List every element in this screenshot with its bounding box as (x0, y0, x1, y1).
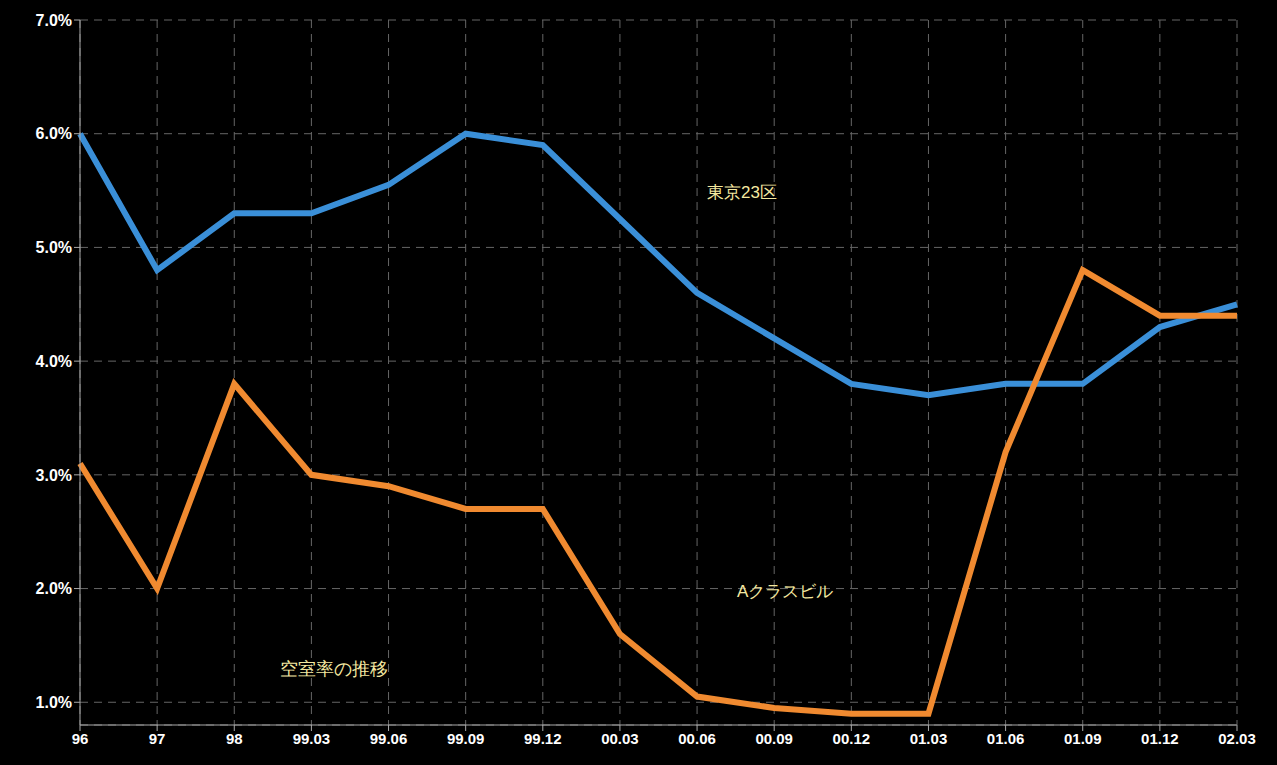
svg-text:99.03: 99.03 (293, 730, 331, 747)
svg-text:Aクラスビル: Aクラスビル (737, 582, 833, 601)
svg-text:4.0%: 4.0% (36, 353, 72, 370)
svg-text:00.06: 00.06 (678, 730, 716, 747)
svg-text:00.03: 00.03 (601, 730, 639, 747)
svg-text:00.09: 00.09 (755, 730, 793, 747)
svg-text:7.0%: 7.0% (36, 12, 72, 29)
svg-text:98: 98 (226, 730, 243, 747)
svg-text:01.06: 01.06 (987, 730, 1025, 747)
svg-text:01.09: 01.09 (1064, 730, 1102, 747)
svg-text:1.0%: 1.0% (36, 694, 72, 711)
svg-text:01.03: 01.03 (910, 730, 948, 747)
svg-text:2.0%: 2.0% (36, 580, 72, 597)
html-text:空室率の推移: 空室率の推移 (280, 658, 388, 679)
svg-text:99.06: 99.06 (370, 730, 408, 747)
svg-text:6.0%: 6.0% (36, 125, 72, 142)
svg-text:99.12: 99.12 (524, 730, 562, 747)
svg-text:3.0%: 3.0% (36, 467, 72, 484)
svg-text:東京23区: 東京23区 (707, 183, 777, 202)
svg-text:96: 96 (72, 730, 89, 747)
svg-text:5.0%: 5.0% (36, 239, 72, 256)
svg-text:01.12: 01.12 (1141, 730, 1179, 747)
svg-text:00.12: 00.12 (833, 730, 871, 747)
svg-text:99.09: 99.09 (447, 730, 485, 747)
svg-text:02.03: 02.03 (1218, 730, 1256, 747)
svg-text:97: 97 (149, 730, 166, 747)
